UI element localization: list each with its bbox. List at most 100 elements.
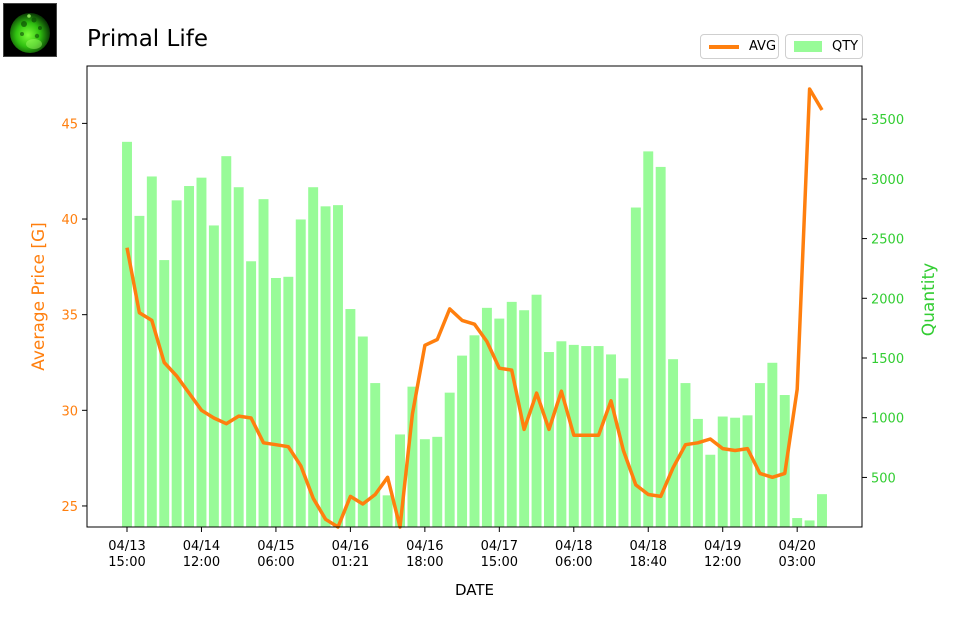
x-tick-label-time: 18:40 — [630, 555, 667, 570]
x-axis-label: DATE — [455, 581, 494, 599]
qty-bar — [320, 206, 331, 527]
left-y-axis-label: Average Price [G] — [29, 222, 49, 371]
x-axis: 04/1315:0004/1412:0004/1506:0004/1601:21… — [108, 527, 816, 570]
qty-bar — [208, 225, 219, 527]
qty-bar — [159, 260, 170, 527]
legend-avg-label: AVG — [749, 39, 777, 54]
x-tick-label-date: 04/14 — [183, 539, 220, 554]
legend-qty: QTY — [785, 34, 863, 59]
qty-bar — [308, 187, 319, 527]
qty-bar — [382, 495, 393, 527]
qty-bar — [630, 207, 641, 528]
qty-bar — [680, 383, 691, 527]
plot-frame — [86, 65, 863, 528]
x-tick-label-time: 15:00 — [108, 555, 145, 570]
avg-line — [125, 87, 824, 529]
x-tick-label-time: 06:00 — [257, 555, 294, 570]
x-tick-label-date: 04/18 — [555, 539, 592, 554]
right-y-axis-label: Quantity — [919, 263, 939, 336]
x-tick-label-date: 04/15 — [257, 539, 294, 554]
left-y-tick-label: 30 — [61, 404, 78, 419]
left-y-tick-label: 25 — [61, 500, 78, 515]
qty-bar — [370, 383, 381, 527]
qty-bar — [233, 187, 244, 527]
legend-qty-bar-swatch — [794, 41, 822, 52]
qty-bar — [804, 520, 815, 527]
qty-bar — [556, 341, 567, 527]
qty-bar — [122, 141, 132, 528]
item-icon — [3, 3, 57, 57]
right-y-tick-label: 2000 — [871, 292, 904, 307]
chart-title: Primal Life — [87, 26, 208, 52]
x-tick-label-time: 12:00 — [704, 555, 741, 570]
qty-bar — [717, 416, 728, 527]
x-tick-label-time: 01:21 — [332, 555, 369, 570]
qty-bar — [817, 494, 827, 527]
right-y-tick-label: 3500 — [871, 113, 904, 128]
qty-bar — [668, 359, 679, 527]
qty-bar — [792, 518, 803, 527]
qty-bar — [171, 200, 182, 527]
right-y-tick-label: 500 — [871, 471, 896, 486]
legend-avg: AVG — [700, 34, 779, 59]
x-tick-label-date: 04/16 — [332, 539, 369, 554]
qty-bar — [444, 392, 455, 527]
x-tick-label-date: 04/18 — [630, 539, 667, 554]
qty-bar — [134, 215, 145, 528]
qty-bar — [705, 454, 716, 527]
qty-bar — [221, 156, 232, 528]
x-tick-label-date: 04/19 — [704, 539, 741, 554]
x-tick-label-date: 04/13 — [108, 539, 145, 554]
x-tick-label-time: 06:00 — [555, 555, 592, 570]
qty-bar — [270, 277, 281, 527]
qty-bar — [295, 219, 306, 527]
qty-bar — [457, 355, 468, 527]
qty-bar — [481, 307, 492, 527]
qty-bar — [333, 205, 343, 527]
qty-bar — [407, 386, 418, 527]
avg-line-layer — [125, 87, 824, 529]
qty-bar — [494, 318, 505, 527]
left-axis: 25 30 35 40 45 — [61, 117, 87, 515]
legend-avg-line-swatch — [709, 44, 739, 49]
qty-bar — [643, 151, 654, 527]
qty-bar — [519, 310, 530, 527]
qty-bar — [395, 434, 405, 527]
qty-bar — [754, 383, 765, 527]
qty-bar — [779, 395, 790, 527]
right-y-tick-label: 3000 — [871, 173, 904, 188]
qty-bar — [544, 352, 554, 527]
qty-bar — [246, 261, 257, 527]
qty-bar — [283, 276, 294, 527]
qty-bar — [196, 177, 207, 527]
qty-bar — [606, 354, 616, 527]
qty-bar — [730, 417, 741, 527]
left-y-tick-label: 35 — [61, 309, 78, 324]
legend-qty-label: QTY — [832, 39, 859, 54]
qty-bar — [345, 309, 356, 527]
qty-bar — [742, 415, 753, 527]
x-tick-label-date: 04/16 — [406, 539, 443, 554]
qty-bar — [419, 439, 430, 527]
x-tick-label-time: 03:00 — [778, 555, 815, 570]
qty-bar — [506, 301, 517, 527]
right-y-tick-label: 1000 — [871, 412, 904, 427]
right-y-tick-label: 1500 — [871, 352, 904, 367]
left-y-tick-label: 45 — [61, 117, 78, 132]
qty-bar — [469, 335, 480, 527]
qty-bar — [432, 436, 443, 527]
qty-bars — [122, 141, 827, 528]
x-tick-label-date: 04/17 — [481, 539, 518, 554]
right-y-tick-label: 2500 — [871, 233, 904, 248]
qty-bar — [531, 294, 542, 527]
left-y-tick-label: 40 — [61, 213, 78, 228]
qty-bar — [184, 186, 195, 527]
qty-bar — [692, 418, 703, 527]
qty-bar — [655, 166, 666, 527]
qty-bar — [146, 176, 157, 528]
x-tick-label-time: 12:00 — [183, 555, 220, 570]
right-axis: 500 1000 1500 2000 2500 3000 3500 — [862, 113, 904, 486]
qty-bar — [258, 199, 269, 528]
qty-bar — [767, 362, 778, 527]
